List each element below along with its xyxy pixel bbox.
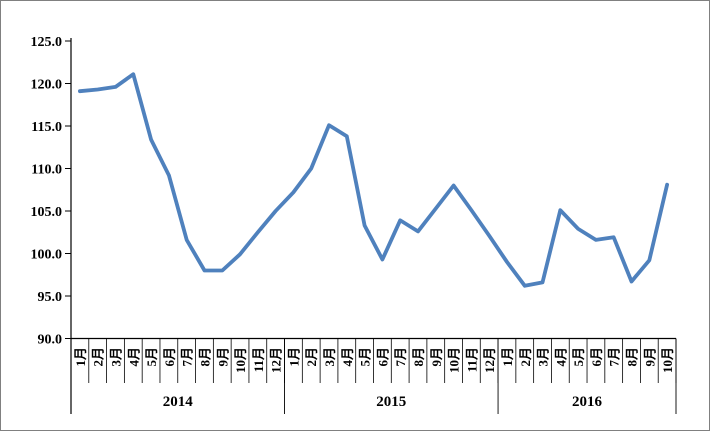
x-month-label: 4月: [340, 347, 355, 367]
x-month-label: 9月: [429, 347, 444, 367]
x-month-label: 10月: [447, 347, 462, 373]
x-month-label: 1月: [73, 347, 88, 367]
x-month-label: 4月: [553, 347, 568, 367]
y-axis-tick-label: 100.0: [31, 248, 63, 263]
y-axis-tick-label: 95.0: [38, 290, 63, 305]
x-month-label: 2月: [304, 347, 319, 367]
x-month-label: 12月: [269, 347, 284, 373]
y-axis-tick-label: 90.0: [38, 333, 63, 348]
x-month-label: 6月: [375, 347, 390, 367]
x-month-label: 7月: [393, 347, 408, 367]
x-month-label: 9月: [642, 347, 657, 367]
x-month-label: 1月: [286, 347, 301, 367]
x-month-label: 7月: [607, 347, 622, 367]
x-month-label: 3月: [108, 347, 123, 367]
y-axis-tick-label: 105.0: [31, 205, 63, 220]
year-label: 2014: [163, 394, 194, 410]
x-month-label: 2月: [518, 347, 533, 367]
x-month-label: 10月: [233, 347, 248, 373]
y-axis-tick-label: 115.0: [31, 120, 62, 135]
y-axis-tick-label: 125.0: [31, 35, 63, 50]
x-month-label: 3月: [536, 347, 551, 367]
x-month-label: 5月: [571, 347, 586, 367]
x-month-label: 5月: [144, 347, 159, 367]
x-month-label: 2月: [91, 347, 106, 367]
x-month-label: 8月: [625, 347, 640, 367]
data-series-line: [78, 72, 669, 288]
x-month-label: 4月: [126, 347, 141, 367]
year-label: 2016: [572, 394, 603, 410]
x-month-label: 9月: [215, 347, 230, 367]
x-month-label: 12月: [482, 347, 497, 373]
x-month-label: 11月: [464, 347, 479, 372]
x-month-label: 5月: [358, 347, 373, 367]
x-month-label: 3月: [322, 347, 337, 367]
x-month-label: 11月: [251, 347, 266, 372]
y-axis-tick-label: 110.0: [31, 163, 62, 178]
x-month-label: 7月: [180, 347, 195, 367]
x-month-label: 6月: [162, 347, 177, 367]
year-label: 2015: [376, 394, 406, 410]
x-month-label: 1月: [500, 347, 515, 367]
x-month-label: 8月: [197, 347, 212, 367]
y-axis-tick-label: 120.0: [31, 78, 63, 93]
x-month-label: 6月: [589, 347, 604, 367]
x-month-label: 10月: [660, 347, 675, 373]
x-month-label: 8月: [411, 347, 426, 367]
